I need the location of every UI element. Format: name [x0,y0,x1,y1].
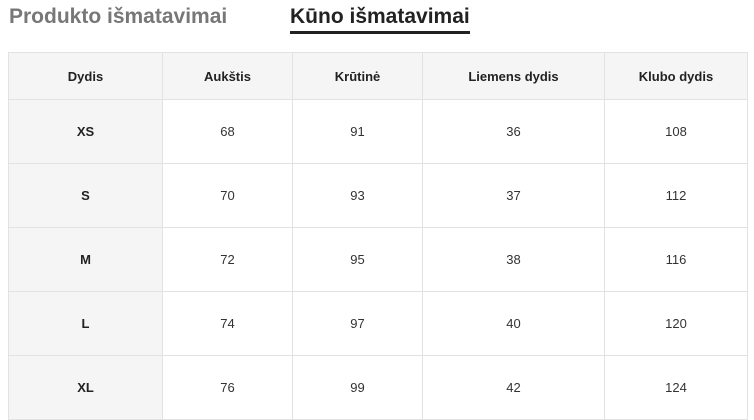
cell-height: 68 [162,99,293,164]
cell-hips: 112 [604,163,748,228]
header-waist: Liemens dydis [422,52,605,100]
table-header-row: Dydis Aukštis Krūtinė Liemens dydis Klub… [8,52,748,100]
cell-waist: 40 [422,291,605,356]
cell-waist: 42 [422,355,605,420]
header-size: Dydis [8,52,163,100]
cell-height: 72 [162,227,293,292]
cell-size: XS [8,99,163,164]
table-row: S 70 93 37 112 [8,163,748,228]
cell-size: S [8,163,163,228]
table-row: L 74 97 40 120 [8,291,748,356]
tab-body-measurements[interactable]: Kūno išmatavimai [290,5,470,34]
cell-hips: 124 [604,355,748,420]
header-hips: Klubo dydis [604,52,748,100]
cell-chest: 93 [292,163,423,228]
cell-chest: 95 [292,227,423,292]
cell-waist: 38 [422,227,605,292]
cell-height: 70 [162,163,293,228]
cell-chest: 97 [292,291,423,356]
table-row: M 72 95 38 116 [8,227,748,292]
header-height: Aukštis [162,52,293,100]
cell-waist: 36 [422,99,605,164]
cell-hips: 120 [604,291,748,356]
cell-size: M [8,227,163,292]
cell-size: XL [8,355,163,420]
cell-waist: 37 [422,163,605,228]
table-row: XL 76 99 42 124 [8,355,748,420]
table-row: XS 68 91 36 108 [8,99,748,164]
cell-chest: 91 [292,99,423,164]
cell-size: L [8,291,163,356]
header-chest: Krūtinė [292,52,423,100]
cell-hips: 108 [604,99,748,164]
size-table: Dydis Aukštis Krūtinė Liemens dydis Klub… [8,52,748,420]
tab-product-measurements[interactable]: Produkto išmatavimai [9,5,228,28]
cell-chest: 99 [292,355,423,420]
cell-hips: 116 [604,227,748,292]
cell-height: 76 [162,355,293,420]
cell-height: 74 [162,291,293,356]
